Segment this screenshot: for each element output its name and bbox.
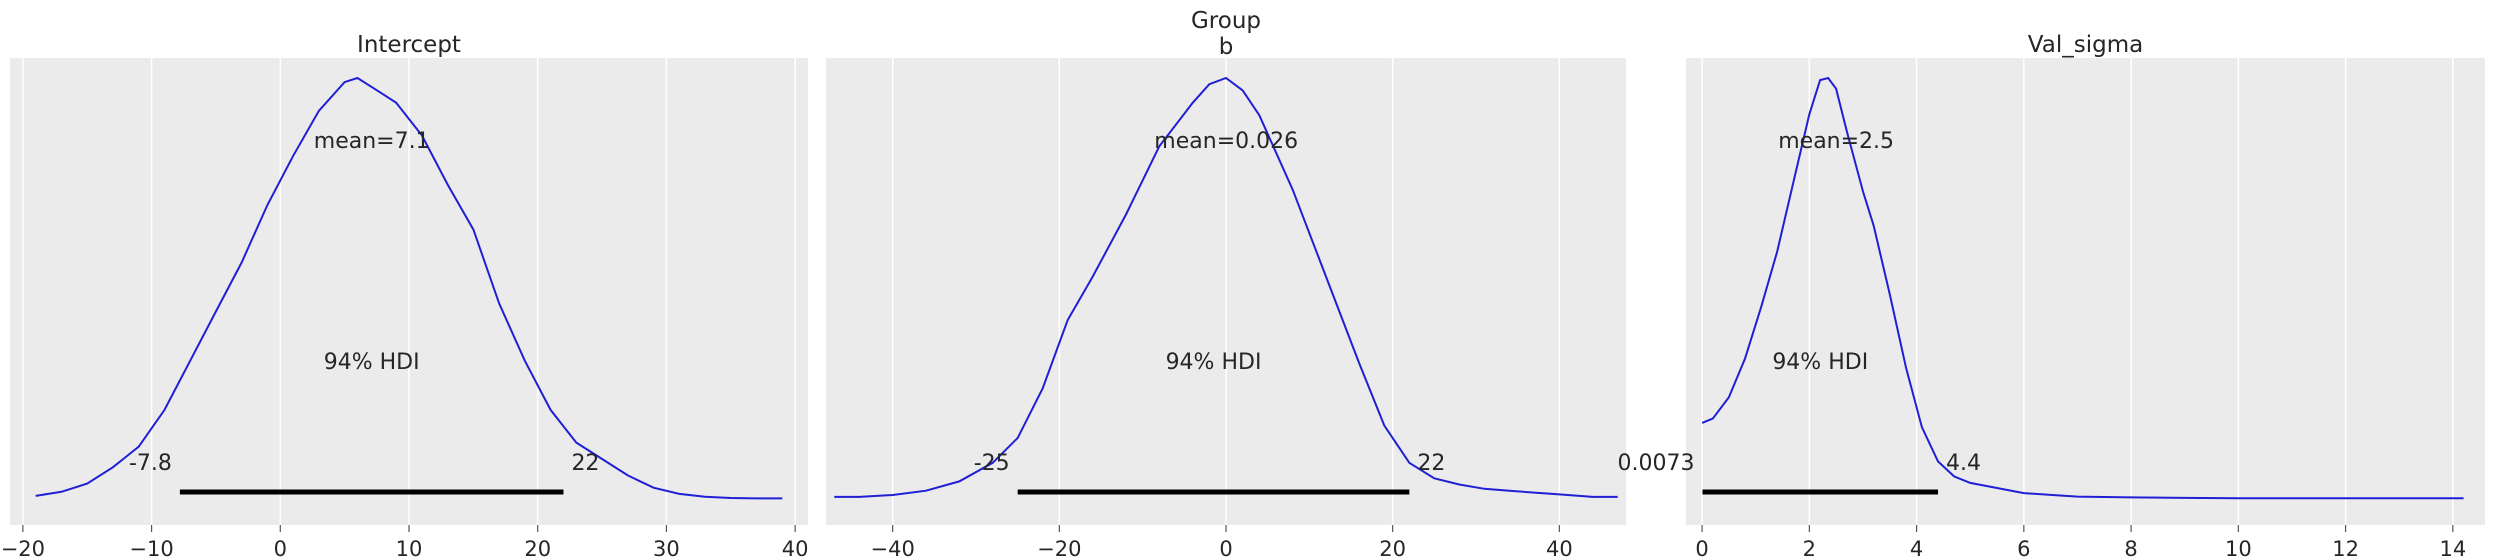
x-tick-label: 30: [653, 537, 680, 560]
panel-title-line: Intercept: [357, 32, 461, 58]
density-curve: [35, 76, 783, 500]
mean-label: mean=7.1: [314, 129, 430, 154]
plot-background: [1686, 58, 2485, 525]
x-tick-label: 20: [524, 537, 551, 560]
panel-title-line: Group: [1191, 8, 1261, 34]
density-curve: [834, 76, 1618, 498]
x-tick-label: 6: [2017, 537, 2030, 560]
hdi-low-label: -25: [974, 451, 1010, 476]
x-tick-label: 14: [2439, 537, 2466, 560]
hdi-label: 94% HDI: [1772, 350, 1868, 375]
hdi-low-label: -7.8: [129, 451, 172, 476]
x-tick-label: −10: [129, 537, 173, 560]
panel-title: Val_sigma: [2028, 32, 2143, 58]
hdi-high-label: 22: [571, 451, 599, 476]
panel-title: Intercept: [357, 32, 461, 58]
panel-2: −40 −20 0 20 40 Group b mean=0.026 94% HDI -25 22: [826, 8, 1626, 560]
x-tick-label: −20: [1037, 537, 1081, 560]
x-tick-label: 0: [274, 537, 287, 560]
x-tick-label: 40: [1546, 537, 1573, 560]
x-tick-label: 8: [2124, 537, 2137, 560]
panel-title: Group b: [1191, 8, 1261, 60]
density-curve: [1701, 76, 2464, 500]
mean-label: mean=0.026: [1154, 129, 1298, 154]
x-tick-label: 12: [2332, 537, 2359, 560]
panel-1: −20 −10 0 10 20 30 40 Intercept mean=7.1 94% HDI -…: [1, 32, 809, 560]
hdi-high-label: 4.4: [1946, 451, 1981, 476]
hdi-label: 94% HDI: [324, 350, 420, 375]
x-tick-label: 4: [1910, 537, 1923, 560]
x-tick-label: 0: [1219, 537, 1232, 560]
x-tick-label: 0: [1695, 537, 1708, 560]
panel-3: 0 2 4 6 8 10 12 14 Val_sigma mean=2.5 94% HDI 0.007…: [1617, 32, 2485, 560]
hdi-low-label: 0.0073: [1617, 451, 1694, 476]
mean-label: mean=2.5: [1778, 129, 1894, 154]
hdi-label: 94% HDI: [1166, 350, 1262, 375]
x-tick-label: −20: [1, 537, 45, 560]
x-tick-label: 20: [1379, 537, 1406, 560]
x-tick-label: 10: [396, 537, 423, 560]
panel-title-line: Val_sigma: [2028, 32, 2143, 58]
panel-title-line: b: [1219, 34, 1234, 60]
x-tick-label: 10: [2225, 537, 2252, 560]
x-tick-label: 40: [782, 537, 809, 560]
hdi-high-label: 22: [1417, 451, 1445, 476]
x-tick-label: −40: [871, 537, 915, 560]
x-tick-label: 2: [1803, 537, 1816, 560]
